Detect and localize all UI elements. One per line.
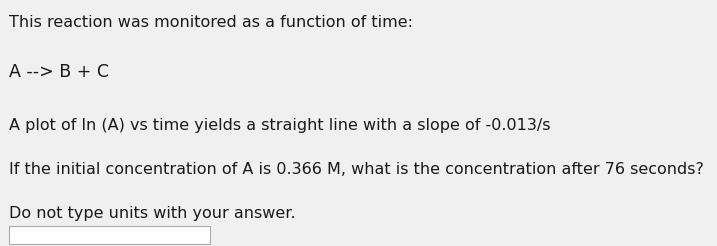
Text: This reaction was monitored as a function of time:: This reaction was monitored as a functio… [9, 15, 413, 30]
Bar [9, 226, 210, 244]
Text: A --> B + C: A --> B + C [9, 63, 109, 81]
Text: If the initial concentration of A is 0.366 M, what is the concentration after 76: If the initial concentration of A is 0.3… [9, 162, 704, 177]
Text: Do not type units with your answer.: Do not type units with your answer. [9, 206, 296, 221]
Text: A plot of ln (A) vs time yields a straight line with a slope of -0.013/s: A plot of ln (A) vs time yields a straig… [9, 118, 551, 133]
